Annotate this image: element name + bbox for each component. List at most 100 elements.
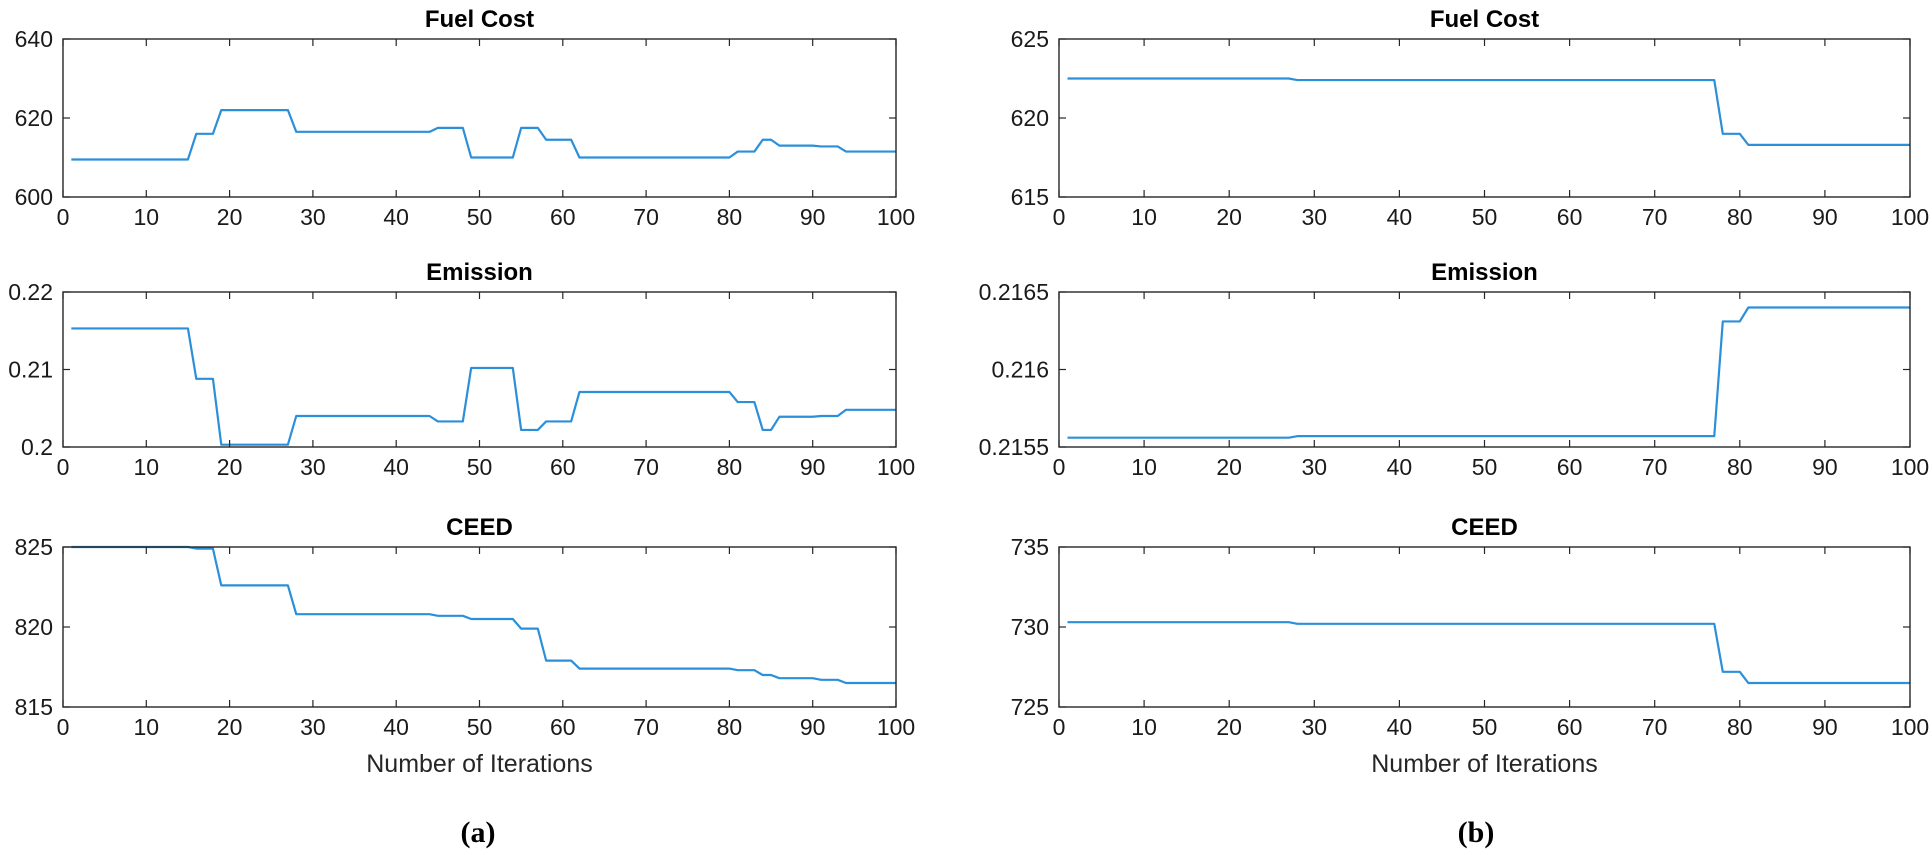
y-tick-label: 625 [1011,26,1049,52]
x-tick-label: 10 [1131,204,1157,230]
x-tick-label: 100 [877,454,915,480]
x-axis-label: Number of Iterations [366,750,593,778]
x-tick-label: 50 [1472,714,1498,740]
x-tick-label: 80 [717,204,743,230]
x-tick-label: 70 [633,454,659,480]
x-tick-label: 80 [717,454,743,480]
chart-3: 0 10 20 30 40 50 60 70 80 90 100 615 620 625 Fuel Cost [1011,6,1930,230]
y-tick-label: 620 [1011,105,1049,131]
x-tick-label: 90 [1812,204,1838,230]
x-tick-label: 10 [1131,714,1157,740]
x-tick-label: 10 [134,714,160,740]
y-tick-label: 620 [15,105,53,131]
y-tick-label: 0.2155 [979,434,1049,460]
chart-title: Emission [426,259,533,286]
x-tick-label: 20 [1216,204,1242,230]
chart-1: 0 10 20 30 40 50 60 70 80 90 100 0.2 0.21 0.22 Emissio… [8,259,915,480]
x-tick-label: 90 [1812,454,1838,480]
series-line [71,108,896,161]
x-tick-label: 20 [217,714,243,740]
x-tick-label: 30 [1302,714,1328,740]
x-tick-label: 10 [134,454,160,480]
x-tick-label: 80 [1727,454,1753,480]
x-tick-label: 80 [717,714,743,740]
x-tick-label: 0 [1053,454,1066,480]
x-tick-label: 100 [1891,714,1929,740]
x-tick-label: 90 [800,454,826,480]
series-line [1067,306,1910,439]
axes-box [62,546,897,708]
series-line [1067,77,1910,146]
x-tick-label: 90 [800,204,826,230]
x-tick-label: 30 [300,714,326,740]
chart-title: Fuel Cost [1430,6,1539,33]
y-tick-label: 640 [15,26,53,52]
x-tick-label: 20 [217,204,243,230]
series-line [71,327,896,446]
x-tick-label: 50 [1472,454,1498,480]
y-tick-label: 820 [15,614,53,640]
x-tick-label: 60 [1557,204,1583,230]
x-tick-label: 100 [1891,204,1929,230]
x-tick-label: 30 [1302,204,1328,230]
x-tick-label: 50 [467,454,493,480]
x-tick-label: 30 [300,204,326,230]
x-tick-label: 0 [57,204,70,230]
x-tick-label: 90 [1812,714,1838,740]
x-tick-label: 20 [1216,454,1242,480]
x-tick-label: 10 [134,204,160,230]
x-tick-label: 0 [1053,714,1066,740]
chart-0: 0 10 20 30 40 50 60 70 80 90 100 600 620 640 Fuel Cost [15,6,916,230]
chart-title: Emission [1431,259,1538,286]
x-tick-label: 50 [1472,204,1498,230]
x-tick-label: 60 [550,714,576,740]
y-tick-label: 825 [15,534,53,560]
y-tick-label: 0.2 [21,434,53,460]
x-tick-label: 70 [1642,204,1668,230]
chart-4: 0 10 20 30 40 50 60 70 80 90 100 0.2155 0.216 0.2165 E… [979,259,1930,480]
x-tick-label: 40 [383,454,409,480]
panel-label-a: (a) [461,816,496,849]
series-line [1067,621,1910,685]
chart-5: 0 10 20 30 40 50 60 70 80 90 100 725 730 735 CEED Numbe… [1011,514,1930,778]
chart-title: Fuel Cost [425,6,534,33]
y-tick-label: 600 [15,184,53,210]
x-tick-label: 50 [467,204,493,230]
x-tick-label: 70 [1642,454,1668,480]
x-tick-label: 70 [1642,714,1668,740]
y-tick-label: 730 [1011,614,1049,640]
y-tick-label: 0.21 [8,357,53,383]
axes-box [1058,291,1911,448]
x-tick-label: 100 [877,204,915,230]
x-tick-label: 80 [1727,204,1753,230]
chart-2: 0 10 20 30 40 50 60 70 80 90 100 815 820 825 CEED Numbe… [15,514,916,778]
x-tick-label: 100 [877,714,915,740]
y-tick-label: 735 [1011,534,1049,560]
chart-title: CEED [1451,514,1518,541]
x-tick-label: 40 [1387,204,1413,230]
x-tick-label: 60 [550,454,576,480]
x-tick-label: 40 [383,714,409,740]
axes-box [62,38,897,198]
y-tick-label: 615 [1011,184,1049,210]
x-tick-label: 50 [467,714,493,740]
x-tick-label: 60 [1557,714,1583,740]
panel-label-b: (b) [1458,816,1495,849]
x-tick-label: 0 [1053,204,1066,230]
x-tick-label: 0 [57,454,70,480]
y-tick-label: 0.2165 [979,279,1049,305]
x-tick-label: 90 [800,714,826,740]
x-tick-label: 70 [633,204,659,230]
y-tick-label: 0.22 [8,279,53,305]
x-tick-label: 30 [300,454,326,480]
axes-box [62,291,897,448]
axes-box [1058,38,1911,198]
x-tick-label: 60 [1557,454,1583,480]
x-tick-label: 40 [383,204,409,230]
x-tick-label: 70 [633,714,659,740]
y-tick-label: 0.216 [991,357,1049,383]
x-tick-label: 60 [550,204,576,230]
chart-title: CEED [446,514,513,541]
